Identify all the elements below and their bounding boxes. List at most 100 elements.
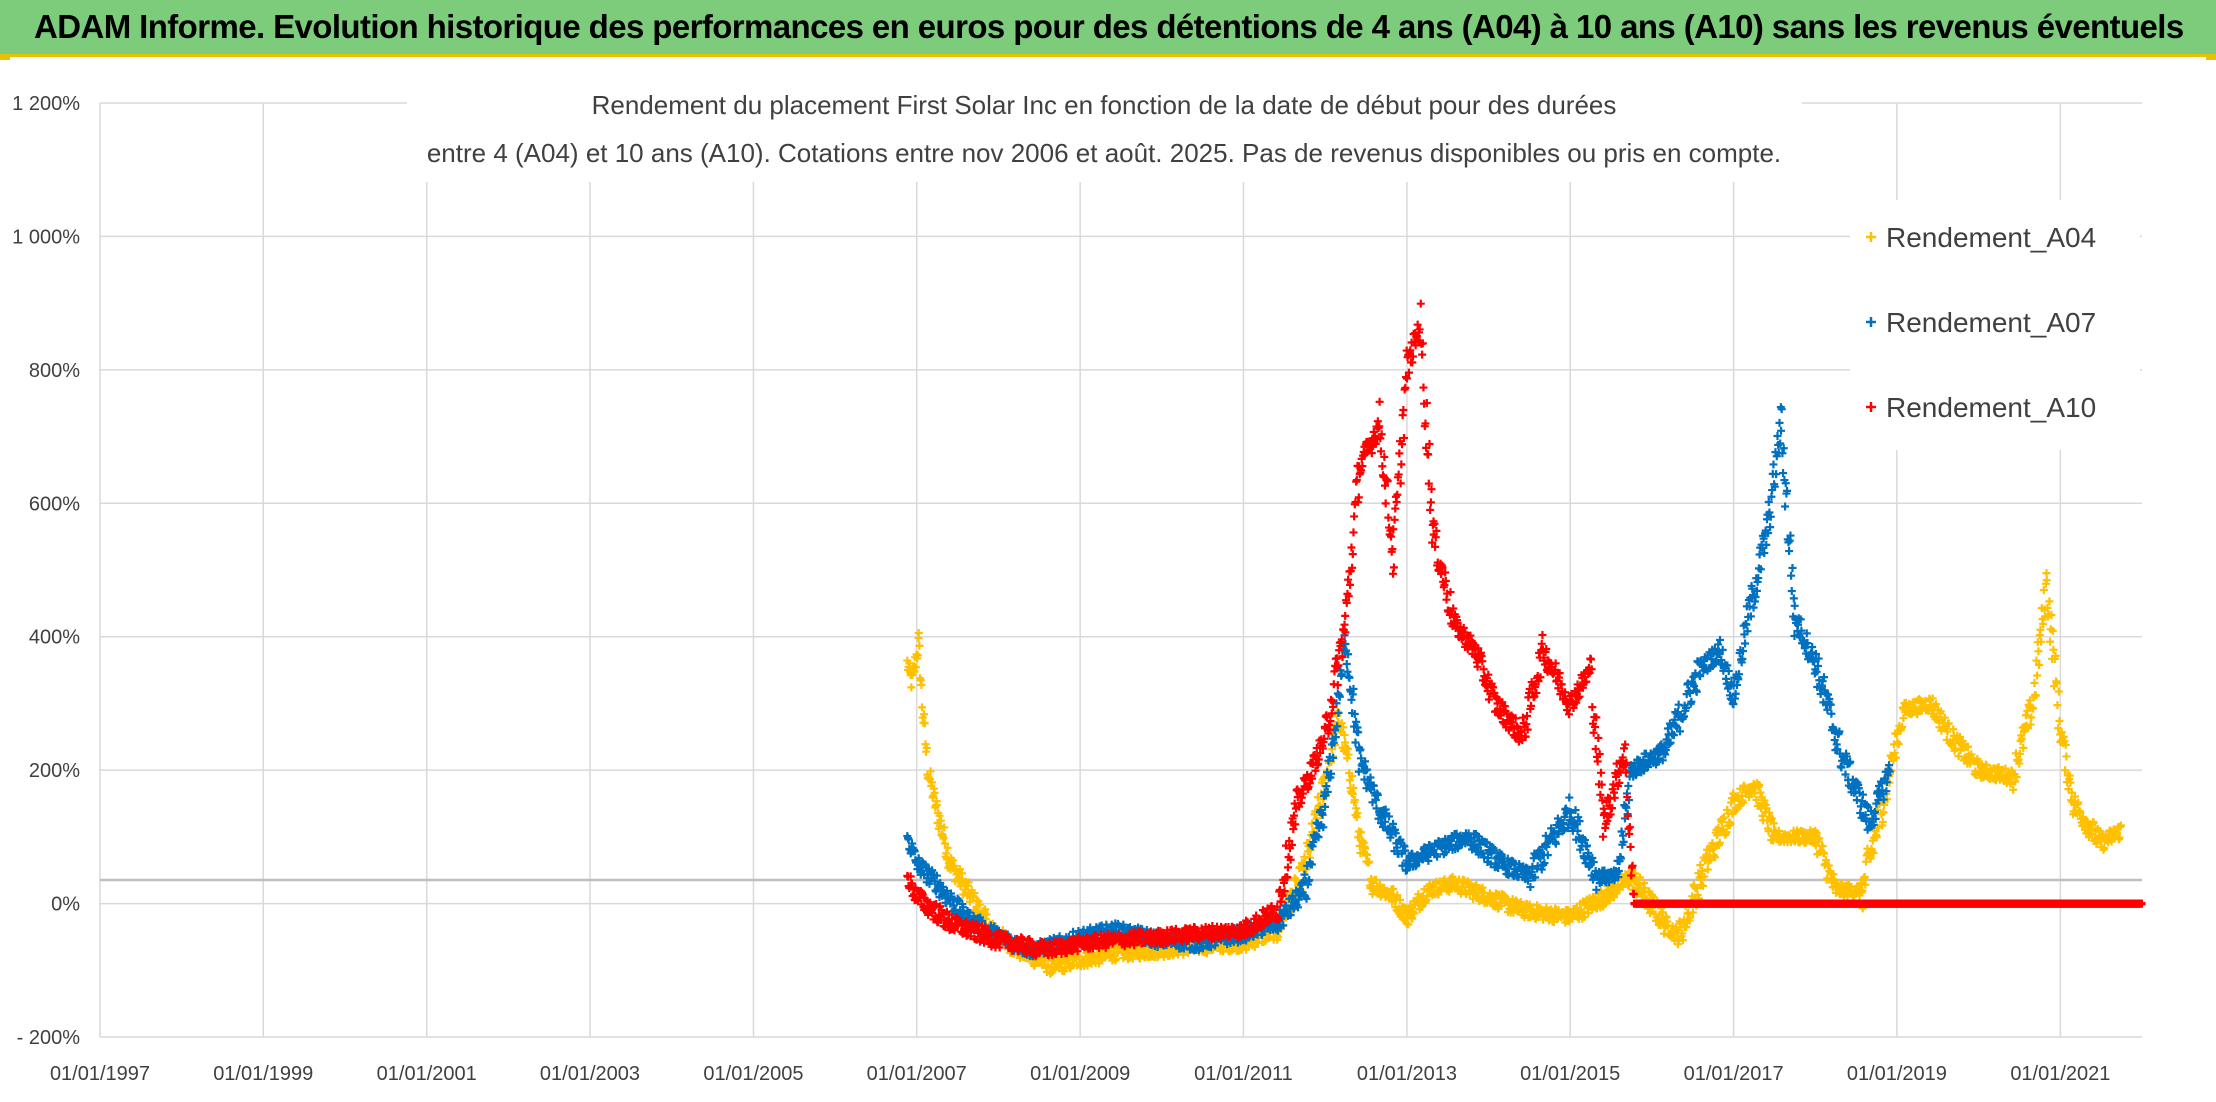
data-point [2027, 713, 2036, 722]
data-point [2052, 679, 2061, 688]
data-point [2012, 773, 2021, 782]
data-point [1348, 771, 1357, 780]
data-point [1533, 901, 1542, 910]
data-point [1694, 869, 1703, 878]
data-point [1878, 817, 1887, 826]
data-point [2032, 656, 2041, 665]
data-point [2116, 821, 2125, 830]
data-point [926, 767, 935, 776]
data-point [2026, 720, 2035, 729]
data-point [2031, 691, 2040, 700]
data-point [1921, 697, 1930, 706]
data-point [1715, 838, 1724, 847]
x-tick-label: 01/01/2005 [703, 1063, 803, 1085]
data-point [1954, 752, 1963, 761]
data-point [2066, 778, 2075, 787]
data-point [2009, 785, 2018, 794]
data-point [2030, 678, 2039, 687]
data-point [2043, 603, 2052, 612]
data-point [914, 629, 923, 638]
data-point [913, 651, 922, 660]
data-point [936, 816, 945, 825]
data-point [1341, 738, 1350, 747]
data-point [1618, 882, 1627, 891]
data-point [2047, 611, 2056, 620]
data-point [1732, 805, 1741, 814]
data-point [1982, 761, 1991, 770]
data-point [1597, 886, 1606, 895]
data-point [1872, 833, 1881, 842]
series-Rendement_A04 [903, 569, 2125, 978]
data-point [943, 843, 952, 852]
data-point [1060, 967, 1069, 976]
data-point [1890, 749, 1899, 758]
data-point [932, 871, 941, 880]
data-point [1357, 828, 1366, 837]
data-point [1388, 897, 1397, 906]
data-point [1866, 854, 1875, 863]
data-point [982, 910, 991, 919]
data-point [1892, 753, 1900, 762]
data-point [1372, 876, 1381, 885]
x-tick-label: 01/01/2011 [1194, 1063, 1293, 1085]
data-point [1688, 908, 1697, 917]
data-point [957, 869, 966, 878]
data-point [2023, 706, 2032, 715]
data-point [2100, 844, 2109, 853]
data-point [950, 861, 959, 870]
data-point [1678, 929, 1687, 938]
data-point [2087, 830, 2096, 839]
data-point [1389, 884, 1398, 893]
data-point [2078, 812, 2087, 821]
data-point [910, 667, 919, 676]
data-point [1879, 808, 1888, 817]
data-point [927, 778, 936, 787]
data-point [1951, 744, 1960, 753]
data-point [2001, 764, 2010, 773]
data-point [1242, 945, 1251, 954]
data-point [964, 878, 973, 887]
data-point [1605, 896, 1614, 905]
data-point [2037, 637, 2046, 646]
data-point [1590, 895, 1599, 904]
data-point [2055, 717, 2064, 726]
data-point [1128, 954, 1137, 963]
data-point [910, 847, 919, 856]
data-point [1337, 719, 1346, 728]
data-point [1111, 955, 1120, 964]
data-point [2046, 637, 2055, 646]
y-tick-label: 800% [29, 360, 80, 382]
data-point [1631, 869, 1640, 878]
data-point [1404, 920, 1413, 929]
data-point [1699, 881, 1708, 890]
data-point [1572, 903, 1581, 912]
data-point [2089, 818, 2098, 827]
data-point [1678, 936, 1687, 945]
data-point [2051, 651, 2060, 660]
data-point [920, 719, 929, 728]
data-point [1718, 814, 1727, 823]
data-point [1932, 700, 1941, 709]
data-point [935, 811, 944, 820]
data-point [1964, 742, 1973, 751]
y-tick-label: 600% [29, 493, 80, 515]
y-tick-label: 200% [29, 760, 80, 782]
data-point [1402, 904, 1411, 913]
data-point [1894, 740, 1903, 749]
data-point [1525, 900, 1534, 909]
data-point [1349, 784, 1358, 793]
data-point [1363, 850, 1372, 859]
data-point [930, 877, 939, 886]
data-point [1812, 829, 1821, 838]
x-tick-label: 01/01/2015 [1520, 1063, 1620, 1085]
data-point [955, 865, 964, 874]
data-point [904, 835, 913, 844]
data-point [1601, 897, 1610, 906]
page-title: ADAM Informe. Evolution historique des p… [34, 8, 2184, 45]
data-point [1899, 714, 1908, 723]
data-point [920, 710, 929, 719]
data-point [1815, 834, 1824, 843]
data-point [1410, 909, 1419, 918]
data-point [1640, 884, 1649, 893]
data-point [1703, 865, 1712, 874]
